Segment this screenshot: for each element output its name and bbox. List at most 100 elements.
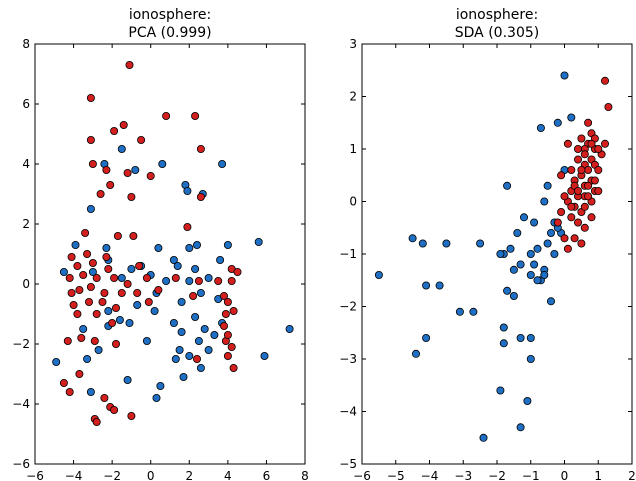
sda-point-s0-21 bbox=[533, 244, 542, 253]
sda-point-s0-17 bbox=[476, 239, 485, 248]
pca-point-s1-59 bbox=[63, 336, 72, 345]
pca-point-s1-29 bbox=[233, 267, 242, 276]
pca-axes-frame bbox=[34, 43, 306, 465]
pca-point-s0-63 bbox=[152, 393, 161, 402]
pca-point-s1-2 bbox=[162, 112, 171, 121]
pca-point-s1-44 bbox=[117, 288, 126, 297]
pca-point-s1-57 bbox=[221, 309, 230, 318]
pca-point-s0-24 bbox=[59, 267, 68, 276]
pca-point-s0-34 bbox=[104, 306, 113, 315]
pca-point-s0-58 bbox=[123, 375, 132, 384]
pca-point-s0-12 bbox=[169, 255, 178, 264]
pca-point-s1-74 bbox=[192, 354, 201, 363]
sda-point-s0-23 bbox=[550, 249, 559, 258]
pca-point-s0-53 bbox=[52, 357, 61, 366]
pca-point-s0-51 bbox=[194, 336, 203, 345]
pca-point-s0-60 bbox=[179, 372, 188, 381]
pca-point-s1-49 bbox=[69, 300, 78, 309]
pca-point-s0-37 bbox=[169, 318, 178, 327]
pca-point-s0-25 bbox=[88, 267, 97, 276]
pca-point-s1-14 bbox=[96, 189, 105, 198]
pca-point-s1-77 bbox=[219, 321, 228, 330]
pca-point-s1-20 bbox=[183, 222, 192, 231]
sda-point-s0-37 bbox=[547, 297, 556, 306]
sda-ytick-label-1: −4 bbox=[339, 405, 357, 419]
sda-point-s0-7 bbox=[540, 197, 549, 206]
pca-xtick-label-2: −2 bbox=[103, 469, 121, 481]
pca-point-s1-30 bbox=[65, 273, 74, 282]
pca-point-s0-62 bbox=[86, 387, 95, 396]
sda-ytick-label-2: −3 bbox=[339, 352, 357, 366]
sda-ytick-label-5: 0 bbox=[349, 195, 357, 209]
sda-ytick-label-4: −1 bbox=[339, 247, 357, 261]
pca-point-s0-23 bbox=[216, 255, 225, 264]
sda-point-s0-44 bbox=[411, 349, 420, 358]
sda-point-s0-40 bbox=[499, 323, 508, 332]
pca-point-s1-71 bbox=[127, 411, 136, 420]
sda-point-s1-10 bbox=[594, 165, 603, 174]
pca-ytick-label-1: −4 bbox=[12, 397, 30, 411]
sda-points bbox=[374, 71, 613, 442]
pca-point-s0-50 bbox=[175, 345, 184, 354]
sda-point-s1-26 bbox=[557, 207, 566, 216]
pca-point-s1-22 bbox=[83, 249, 92, 258]
pca-point-s0-27 bbox=[162, 276, 171, 285]
pca-point-s1-56 bbox=[108, 318, 117, 327]
pca-point-s1-1 bbox=[86, 94, 95, 103]
pca-point-s0-11 bbox=[154, 243, 163, 252]
sda-xtick-label-0: −6 bbox=[353, 469, 371, 481]
sda-point-s0-26 bbox=[509, 265, 518, 274]
sda-point-s1-48 bbox=[590, 176, 599, 185]
sda-point-s0-2 bbox=[553, 118, 562, 127]
pca-point-s1-58 bbox=[229, 306, 238, 315]
sda-point-s1-28 bbox=[574, 218, 583, 227]
sda-point-s0-20 bbox=[496, 249, 505, 258]
pca-point-s1-37 bbox=[194, 276, 203, 285]
pca-point-s1-48 bbox=[219, 291, 228, 300]
pca-point-s0-41 bbox=[79, 324, 88, 333]
sda-point-s1-37 bbox=[601, 139, 610, 148]
pca-point-s1-12 bbox=[146, 171, 155, 180]
sda-point-s0-34 bbox=[435, 281, 444, 290]
pca-point-s1-32 bbox=[92, 273, 101, 282]
sda-point-s1-24 bbox=[584, 192, 593, 201]
pca-point-s1-43 bbox=[100, 288, 109, 297]
pca-point-s0-29 bbox=[204, 273, 213, 282]
pca-point-s1-53 bbox=[223, 297, 232, 306]
pca-point-s0-21 bbox=[173, 261, 182, 270]
pca-point-s1-61 bbox=[90, 336, 99, 345]
pca-point-s1-15 bbox=[127, 192, 136, 201]
sda-point-s1-43 bbox=[580, 150, 589, 159]
pca-point-s1-54 bbox=[73, 309, 82, 318]
sda-ytick-label-6: 1 bbox=[349, 142, 357, 156]
sda-xtick-label-4: −2 bbox=[488, 469, 506, 481]
pca-point-s0-22 bbox=[191, 264, 200, 273]
pca-point-s1-4 bbox=[119, 121, 128, 130]
pca-point-s1-62 bbox=[112, 339, 121, 348]
sda-point-s1-51 bbox=[560, 192, 569, 201]
pca-point-s1-36 bbox=[171, 273, 180, 282]
pca-point-s1-17 bbox=[81, 228, 90, 237]
sda-xtick-label-3: −3 bbox=[454, 469, 472, 481]
pca-point-s1-16 bbox=[196, 192, 205, 201]
pca-point-s1-9 bbox=[88, 159, 97, 168]
sda-title-line1: ionosphere: bbox=[456, 7, 538, 23]
pca-panel: ionosphere: PCA (0.999) −6 −4 −2 0 2 4 6 8−6−4−… bbox=[12, 7, 309, 481]
pca-ytick-label-6: 6 bbox=[22, 97, 30, 111]
sda-title-line2: SDA (0.305) bbox=[455, 25, 539, 41]
sda-point-s1-50 bbox=[567, 202, 576, 211]
sda-point-s1-33 bbox=[587, 213, 596, 222]
sda-ytick-label-3: −2 bbox=[339, 300, 357, 314]
pca-point-s1-31 bbox=[79, 270, 88, 279]
pca-point-s1-65 bbox=[59, 378, 68, 387]
pca-point-s0-49 bbox=[142, 336, 151, 345]
pca-point-s1-66 bbox=[75, 369, 84, 378]
sda-xtick-label-8: 2 bbox=[628, 469, 636, 481]
sda-point-s0-33 bbox=[422, 281, 431, 290]
sda-point-s0-0 bbox=[560, 71, 569, 80]
pca-point-s1-23 bbox=[102, 252, 111, 261]
sda-point-s0-50 bbox=[479, 433, 488, 442]
sda-point-s0-29 bbox=[526, 270, 535, 279]
sda-point-s0-47 bbox=[496, 386, 505, 395]
